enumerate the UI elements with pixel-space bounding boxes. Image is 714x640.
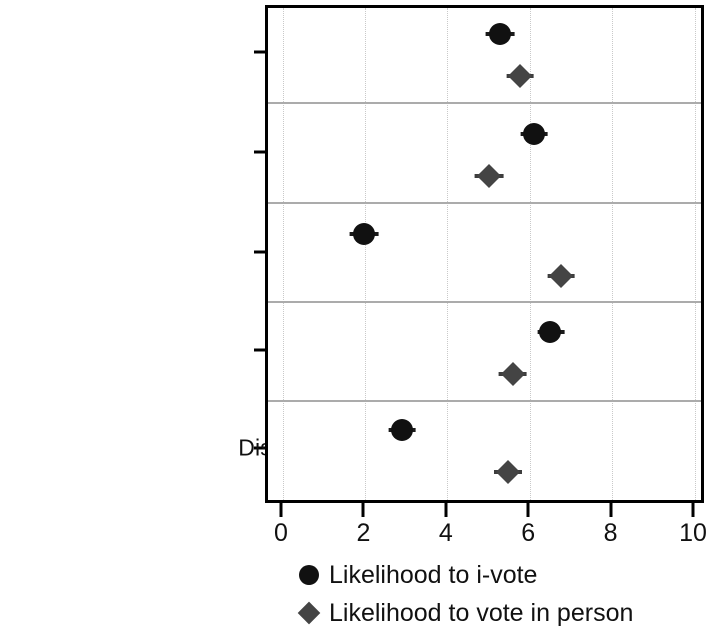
y-tick-mark-1 <box>254 50 265 54</box>
data-point-diamond[interactable] <box>500 361 525 387</box>
gridline-x-10 <box>694 8 697 500</box>
x-tick-mark-10 <box>691 503 695 517</box>
panel-separator-3 <box>268 301 701 303</box>
circle-icon <box>299 565 319 585</box>
data-point-circle[interactable] <box>539 321 562 343</box>
plot-area <box>265 5 704 503</box>
data-point-circle[interactable] <box>489 23 512 45</box>
x-tick-mark-8 <box>609 503 613 517</box>
data-point-circle[interactable] <box>523 123 546 145</box>
data-point-diamond[interactable] <box>508 63 533 89</box>
legend-item-1[interactable]: Likelihood to i-vote <box>289 556 709 594</box>
gridline-x-6 <box>529 8 532 500</box>
data-point-circle[interactable] <box>352 223 375 245</box>
y-tick-mark-4 <box>254 348 265 352</box>
gridline-x-4 <box>447 8 449 500</box>
x-tick-mark-0 <box>279 503 283 517</box>
x-tick-mark-2 <box>361 503 365 517</box>
y-tick-mark-2 <box>254 150 265 154</box>
panel-separator-1 <box>268 102 701 104</box>
legend-label-2: Likelihood to vote in person <box>329 598 634 627</box>
legend-marker-circle-icon <box>289 565 329 585</box>
gridline-x-8 <box>612 8 614 500</box>
y-tick-mark-3 <box>254 250 265 254</box>
data-point-circle[interactable] <box>390 419 413 441</box>
x-axis-label-4: 4 <box>438 519 453 547</box>
data-point-diamond[interactable] <box>548 263 573 289</box>
chart-legend: Likelihood to i-vote Likelihood to vote i… <box>289 556 709 632</box>
gridline-x-2 <box>364 8 367 500</box>
x-axis-label-2: 2 <box>356 519 371 547</box>
diamond-icon <box>297 601 321 625</box>
data-point-diamond[interactable] <box>476 163 501 189</box>
x-axis-label-0: 0 <box>274 519 288 547</box>
panel-separator-4 <box>268 400 701 402</box>
y-tick-mark-5 <box>254 446 265 450</box>
x-axis-label-6: 6 <box>521 519 536 547</box>
x-axis-label-10: 10 <box>679 519 707 547</box>
gridline-x-0 <box>282 8 285 500</box>
legend-item-2[interactable]: Likelihood to vote in person <box>289 594 709 632</box>
legend-marker-diamond-icon <box>289 601 329 625</box>
plot-inner <box>268 8 701 500</box>
x-axis-label-8: 8 <box>603 519 618 547</box>
x-tick-mark-6 <box>526 503 530 517</box>
x-tick-mark-4 <box>444 503 448 517</box>
data-point-diamond[interactable] <box>495 459 520 485</box>
legend-label-1: Likelihood to i-vote <box>329 560 538 589</box>
panel-separator-2 <box>268 202 701 204</box>
